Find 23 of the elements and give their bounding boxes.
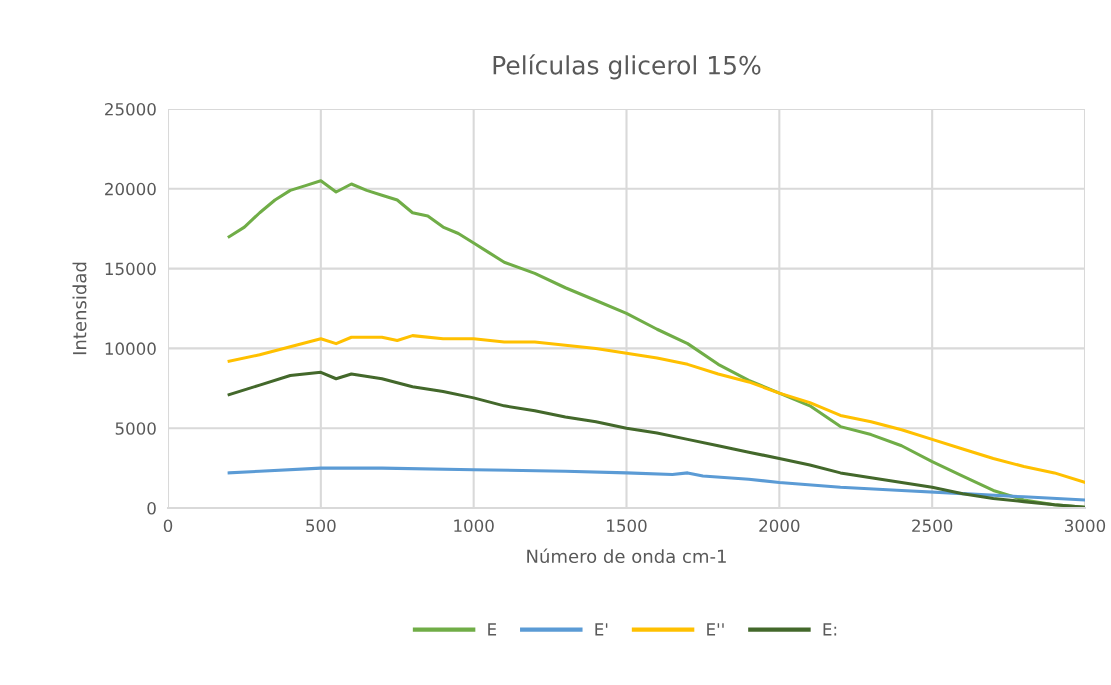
x-tick-label: 2500: [912, 519, 953, 533]
x-tick-label: 0: [163, 519, 173, 533]
x-tick-label: 500: [306, 519, 336, 533]
y-axis-title: Intensidad: [72, 262, 87, 355]
chart-title: Películas glicerol 15%: [493, 54, 761, 80]
y-tick-label: 10000: [105, 342, 156, 355]
line-series: [227, 370, 1085, 508]
y-tick-label: 5000: [115, 422, 156, 435]
x-tick-label: 1500: [607, 519, 647, 533]
line-series: [227, 466, 1085, 502]
x-tick-label: 1000: [454, 519, 494, 533]
y-tick-label: 25000: [105, 102, 156, 116]
legend-label: E:: [823, 623, 837, 636]
legend-label: E': [595, 623, 608, 636]
x-axis-title: Número de onda cm-1: [527, 548, 726, 564]
line-series: [227, 334, 1085, 484]
x-tick-label: 3000: [1065, 519, 1106, 533]
y-tick-label: 20000: [105, 182, 156, 196]
y-tick-label: 15000: [105, 262, 156, 276]
legend-label: E'': [707, 623, 724, 636]
legend-label: E: [488, 623, 497, 636]
x-tick-label: 2000: [759, 519, 800, 533]
y-tick-label: 0: [147, 501, 156, 515]
